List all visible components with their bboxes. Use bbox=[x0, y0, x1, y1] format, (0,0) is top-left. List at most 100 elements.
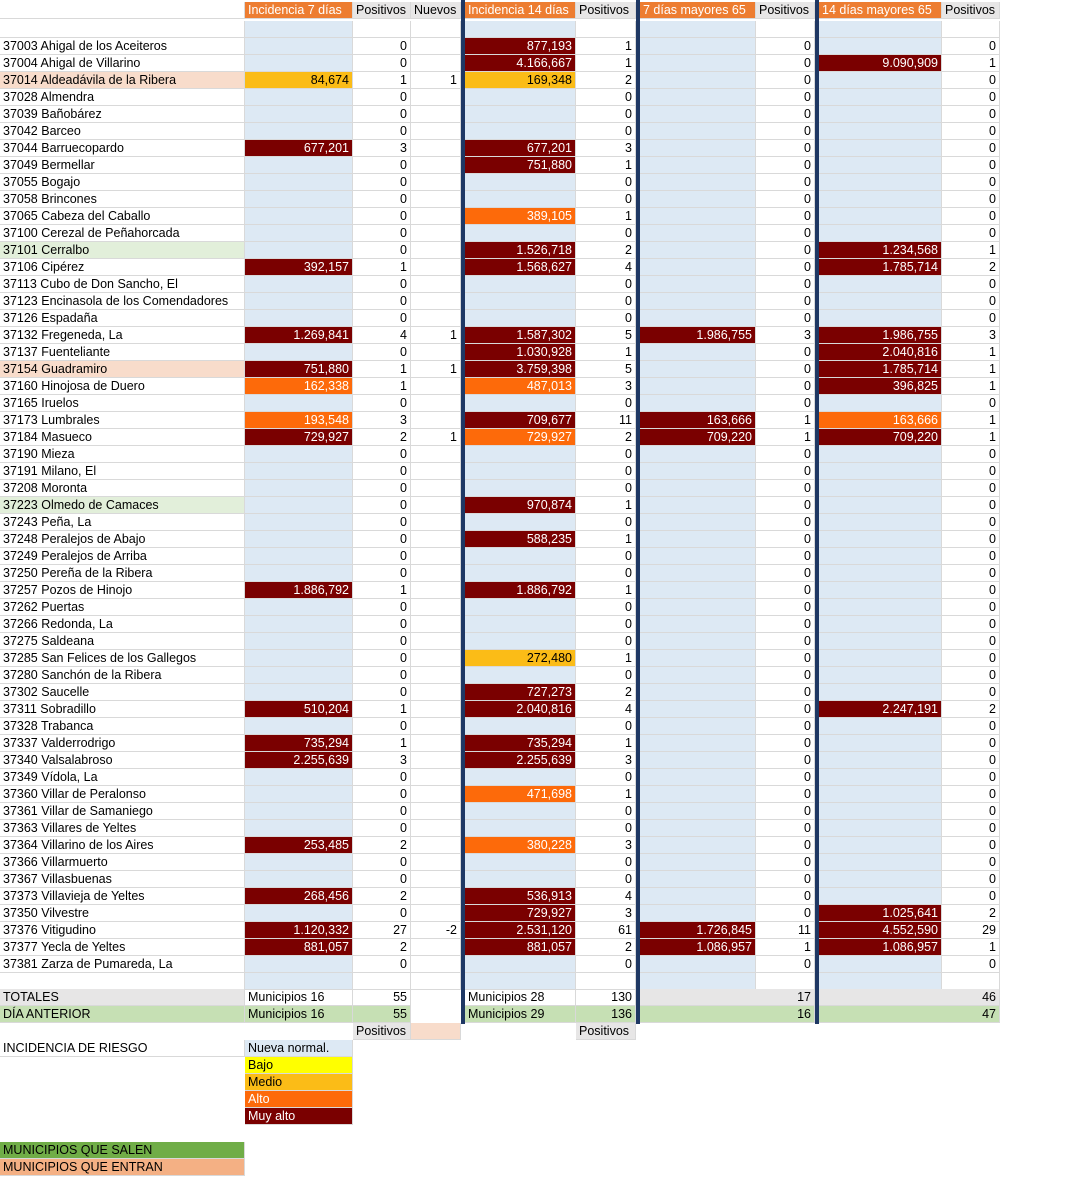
incidencia-7-cell[interactable]: 162,338 bbox=[245, 378, 353, 395]
incidencia-7-cell[interactable] bbox=[245, 650, 353, 667]
incidencia-14-cell[interactable] bbox=[465, 123, 576, 140]
positivos-65-7-cell[interactable]: 11 bbox=[756, 922, 815, 939]
mayores65-7-cell[interactable] bbox=[640, 514, 756, 531]
positivos-7-cell[interactable]: 1 bbox=[353, 72, 411, 89]
empty-cell[interactable] bbox=[640, 973, 756, 990]
positivos-65-14-cell[interactable]: 0 bbox=[942, 718, 1000, 735]
positivos-7-cell[interactable]: 2 bbox=[353, 837, 411, 854]
mayores65-7-cell[interactable] bbox=[640, 242, 756, 259]
mayores65-14-cell[interactable] bbox=[819, 956, 942, 973]
incidencia-7-cell[interactable] bbox=[245, 599, 353, 616]
mayores65-14-cell[interactable] bbox=[819, 735, 942, 752]
nuevos-cell[interactable] bbox=[411, 140, 461, 157]
municipio-name[interactable]: 37367 Villasbuenas bbox=[0, 871, 245, 888]
positivos-65-14-cell[interactable]: 1 bbox=[942, 429, 1000, 446]
positivos-7-cell[interactable]: 0 bbox=[353, 650, 411, 667]
nuevos-cell[interactable] bbox=[411, 531, 461, 548]
incidencia-14-cell[interactable]: 2.531,120 bbox=[465, 922, 576, 939]
nuevos-cell[interactable] bbox=[411, 89, 461, 106]
positivos-65-14-cell[interactable]: 0 bbox=[942, 769, 1000, 786]
positivos-7-cell[interactable]: 0 bbox=[353, 956, 411, 973]
positivos-label-b[interactable]: Positivos bbox=[576, 1023, 636, 1040]
incidencia-7-cell[interactable]: 1.269,841 bbox=[245, 327, 353, 344]
mayores65-7-cell[interactable]: 1.986,755 bbox=[640, 327, 756, 344]
empty-cell[interactable] bbox=[576, 21, 636, 38]
incidencia-14-cell[interactable] bbox=[465, 820, 576, 837]
positivos-65-7-cell[interactable]: 0 bbox=[756, 548, 815, 565]
incidencia-7-cell[interactable]: 751,880 bbox=[245, 361, 353, 378]
legend-alto[interactable]: Alto bbox=[245, 1091, 353, 1108]
municipio-name[interactable]: 37165 Iruelos bbox=[0, 395, 245, 412]
positivos-14-cell[interactable]: 1 bbox=[576, 38, 636, 55]
mayores65-14-cell[interactable]: 1.785,714 bbox=[819, 259, 942, 276]
incidencia-7-cell[interactable] bbox=[245, 871, 353, 888]
positivos-65-7-cell[interactable]: 0 bbox=[756, 106, 815, 123]
empty-cell[interactable] bbox=[576, 973, 636, 990]
positivos-65-14-cell[interactable]: 0 bbox=[942, 225, 1000, 242]
positivos-65-7-cell[interactable]: 0 bbox=[756, 888, 815, 905]
positivos-14-cell[interactable]: 3 bbox=[576, 837, 636, 854]
positivos-65-14-cell[interactable]: 0 bbox=[942, 871, 1000, 888]
nuevos-cell[interactable]: 1 bbox=[411, 361, 461, 378]
nuevos-cell[interactable] bbox=[411, 871, 461, 888]
mayores65-7-cell[interactable] bbox=[640, 480, 756, 497]
positivos-65-7-cell[interactable]: 0 bbox=[756, 820, 815, 837]
positivos-65-7-cell[interactable]: 0 bbox=[756, 684, 815, 701]
nuevos-cell[interactable] bbox=[411, 905, 461, 922]
positivos-peach-cell[interactable] bbox=[411, 1023, 461, 1040]
positivos-65-7-cell[interactable]: 0 bbox=[756, 208, 815, 225]
municipio-name[interactable]: 37280 Sanchón de la Ribera bbox=[0, 667, 245, 684]
anterior-municipios-14[interactable]: Municipios 29 bbox=[465, 1006, 576, 1023]
positivos-65-7-cell[interactable]: 0 bbox=[756, 310, 815, 327]
positivos-14-cell[interactable]: 1 bbox=[576, 497, 636, 514]
mayores65-7-cell[interactable] bbox=[640, 106, 756, 123]
positivos-7-cell[interactable]: 0 bbox=[353, 174, 411, 191]
nuevos-cell[interactable]: 1 bbox=[411, 429, 461, 446]
positivos-65-14-cell[interactable]: 0 bbox=[942, 89, 1000, 106]
mayores65-14-cell[interactable] bbox=[819, 786, 942, 803]
positivos-65-14-cell[interactable]: 0 bbox=[942, 888, 1000, 905]
positivos-65-14-cell[interactable]: 1 bbox=[942, 378, 1000, 395]
positivos-7-cell[interactable]: 0 bbox=[353, 599, 411, 616]
nuevos-cell[interactable] bbox=[411, 667, 461, 684]
mayores65-7-cell[interactable]: 709,220 bbox=[640, 429, 756, 446]
empty-cell[interactable] bbox=[756, 21, 815, 38]
mayores65-14-cell[interactable]: 1.986,755 bbox=[819, 327, 942, 344]
positivos-7-cell[interactable]: 0 bbox=[353, 123, 411, 140]
incidencia-7-cell[interactable] bbox=[245, 803, 353, 820]
nuevos-cell[interactable] bbox=[411, 599, 461, 616]
incidencia-7-cell[interactable] bbox=[245, 820, 353, 837]
municipio-name[interactable]: 37106 Cipérez bbox=[0, 259, 245, 276]
positivos-65-7-cell[interactable]: 1 bbox=[756, 412, 815, 429]
mayores65-7-cell[interactable] bbox=[640, 752, 756, 769]
positivos-7-cell[interactable]: 0 bbox=[353, 514, 411, 531]
nuevos-cell[interactable] bbox=[411, 684, 461, 701]
nuevos-cell[interactable] bbox=[411, 55, 461, 72]
empty-cell[interactable] bbox=[465, 21, 576, 38]
mayores65-7-cell[interactable] bbox=[640, 701, 756, 718]
mayores65-14-cell[interactable] bbox=[819, 310, 942, 327]
mayores65-7-cell[interactable] bbox=[640, 446, 756, 463]
positivos-14-cell[interactable]: 1 bbox=[576, 344, 636, 361]
incidencia-14-cell[interactable] bbox=[465, 174, 576, 191]
incidencia-7-cell[interactable]: 510,204 bbox=[245, 701, 353, 718]
incidencia-14-cell[interactable]: 729,927 bbox=[465, 429, 576, 446]
incidencia-7-cell[interactable] bbox=[245, 905, 353, 922]
positivos-65-14-cell[interactable]: 0 bbox=[942, 650, 1000, 667]
incidencia-7-cell[interactable]: 253,485 bbox=[245, 837, 353, 854]
positivos-65-14-cell[interactable]: 0 bbox=[942, 174, 1000, 191]
anterior-positivos-65-14[interactable]: 47 bbox=[819, 1006, 1000, 1023]
municipio-name[interactable]: 37249 Peralejos de Arriba bbox=[0, 548, 245, 565]
incidencia-14-cell[interactable]: 4.166,667 bbox=[465, 55, 576, 72]
legend-bajo[interactable]: Bajo bbox=[245, 1057, 353, 1074]
nuevos-cell[interactable] bbox=[411, 735, 461, 752]
incidencia-14-cell[interactable]: 1.568,627 bbox=[465, 259, 576, 276]
positivos-65-7-cell[interactable]: 0 bbox=[756, 633, 815, 650]
incidencia-14-cell[interactable] bbox=[465, 803, 576, 820]
mayores65-14-cell[interactable] bbox=[819, 582, 942, 599]
mayores65-14-cell[interactable]: 1.785,714 bbox=[819, 361, 942, 378]
positivos-7-cell[interactable]: 0 bbox=[353, 191, 411, 208]
mayores65-14-cell[interactable] bbox=[819, 650, 942, 667]
municipio-name[interactable]: 37257 Pozos de Hinojo bbox=[0, 582, 245, 599]
municipio-name[interactable]: 37366 Villarmuerto bbox=[0, 854, 245, 871]
